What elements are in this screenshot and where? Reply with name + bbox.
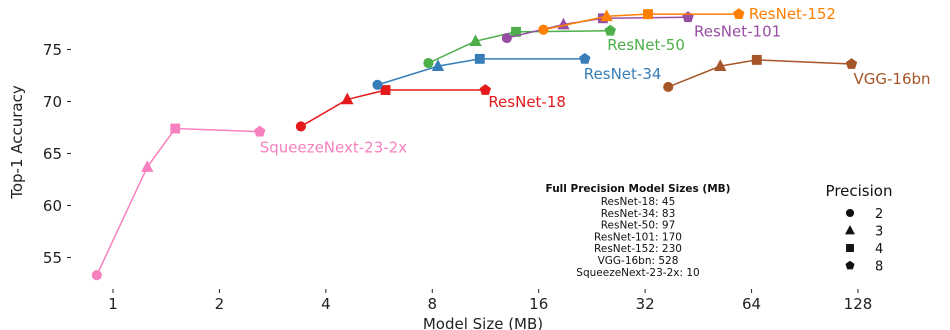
series-label: ResNet-18 bbox=[488, 93, 566, 111]
series-label: ResNet-34 bbox=[584, 65, 662, 83]
series-label: VGG-16bn bbox=[854, 70, 931, 88]
x-axis-label: Model Size (MB) bbox=[423, 315, 543, 330]
series-label: ResNet-101 bbox=[694, 22, 781, 40]
series-labels: ResNet-18 ResNet-34 ResNet-50 ResNet-101Res… bbox=[260, 5, 931, 157]
data-point bbox=[600, 9, 613, 22]
series-resnet-18 bbox=[295, 84, 491, 132]
legend-marker-circle bbox=[845, 208, 855, 218]
info-box-line: VGG-16bn: 528 bbox=[598, 255, 679, 267]
data-point bbox=[733, 8, 745, 19]
x-tick-label: 4 bbox=[321, 295, 331, 313]
legend-label: 3 bbox=[875, 225, 883, 240]
series-resnet-152 bbox=[538, 8, 745, 35]
x-tick-label: 32 bbox=[636, 295, 655, 313]
series-line bbox=[96, 127, 260, 276]
legend-label: 8 bbox=[875, 260, 883, 275]
full-precision-info-box: Full Precision Model Sizes (MB) ResNet-1… bbox=[546, 183, 731, 279]
series-label: SqueezeNext-23-2x bbox=[260, 139, 408, 157]
data-point bbox=[501, 32, 512, 44]
data-point bbox=[579, 52, 591, 64]
series-resnet-50 bbox=[423, 24, 616, 69]
legend-marker-pentagon bbox=[845, 260, 855, 270]
data-point bbox=[91, 270, 102, 281]
series-line bbox=[377, 58, 585, 86]
info-box-title: Full Precision Model Sizes (MB) bbox=[546, 183, 731, 195]
data-point bbox=[341, 92, 354, 105]
precision-legend: Precision 2 3 4 8 bbox=[826, 182, 893, 275]
data-point bbox=[423, 57, 434, 69]
series-line bbox=[300, 89, 486, 128]
info-box-line: ResNet-50: 97 bbox=[601, 220, 676, 232]
series-label: ResNet-50 bbox=[607, 36, 685, 54]
data-point bbox=[254, 125, 266, 137]
data-point bbox=[751, 54, 762, 65]
legend-title: Precision bbox=[826, 182, 893, 200]
y-tick-label: 65 bbox=[43, 145, 62, 163]
data-point bbox=[663, 81, 674, 93]
legend-label: 4 bbox=[875, 242, 883, 257]
series-resnet-34 bbox=[372, 52, 591, 90]
series-squeezenext-23-2x bbox=[91, 123, 266, 281]
data-point bbox=[538, 24, 549, 35]
data-point bbox=[479, 84, 491, 95]
data-point bbox=[474, 53, 485, 64]
data-point bbox=[469, 34, 482, 47]
series-line bbox=[543, 13, 739, 31]
data-point bbox=[431, 59, 445, 72]
series-vgg-16bn bbox=[663, 54, 858, 93]
data-point bbox=[141, 160, 154, 172]
series-label: ResNet-152 bbox=[749, 5, 836, 23]
data-point bbox=[372, 79, 383, 90]
series-line bbox=[667, 59, 852, 88]
data-point bbox=[643, 9, 653, 20]
legend-marker-triangle bbox=[845, 225, 855, 235]
x-tick-label: 8 bbox=[428, 295, 438, 313]
x-tick-label: 1 bbox=[108, 295, 118, 313]
axes: 1 2 4 8 16 32 64 128 55 60 65 70 75 bbox=[43, 41, 872, 313]
x-tick-label: 64 bbox=[742, 295, 761, 313]
data-point bbox=[714, 59, 727, 72]
y-tick-label: 60 bbox=[43, 197, 62, 215]
data-point bbox=[295, 121, 306, 132]
info-box-line: ResNet-34: 83 bbox=[601, 208, 676, 220]
info-box-line: ResNet-101: 170 bbox=[594, 231, 682, 243]
y-tick-label: 75 bbox=[43, 41, 62, 59]
data-point bbox=[511, 26, 521, 37]
legend-entries: 2 3 4 8 bbox=[845, 207, 883, 275]
data-point bbox=[845, 58, 858, 69]
y-tick-label: 70 bbox=[43, 93, 62, 111]
legend-marker-square bbox=[846, 244, 854, 252]
x-tick-label: 16 bbox=[529, 295, 548, 313]
data-point bbox=[170, 123, 181, 134]
data-point bbox=[682, 11, 694, 23]
x-tick-label: 128 bbox=[844, 295, 873, 313]
series-layer bbox=[91, 8, 858, 281]
info-box-line: SqueezeNext-23-2x: 10 bbox=[576, 267, 699, 279]
y-axis-label: Top-1 Accuracy bbox=[8, 85, 26, 200]
y-tick-label: 55 bbox=[43, 249, 62, 267]
info-box-line: ResNet-152: 230 bbox=[594, 243, 682, 255]
data-point bbox=[604, 24, 616, 36]
legend-label: 2 bbox=[875, 207, 883, 222]
series-line bbox=[428, 30, 611, 64]
x-tick-label: 2 bbox=[215, 295, 225, 313]
data-point bbox=[380, 85, 391, 95]
info-box-line: ResNet-18: 45 bbox=[601, 196, 676, 208]
